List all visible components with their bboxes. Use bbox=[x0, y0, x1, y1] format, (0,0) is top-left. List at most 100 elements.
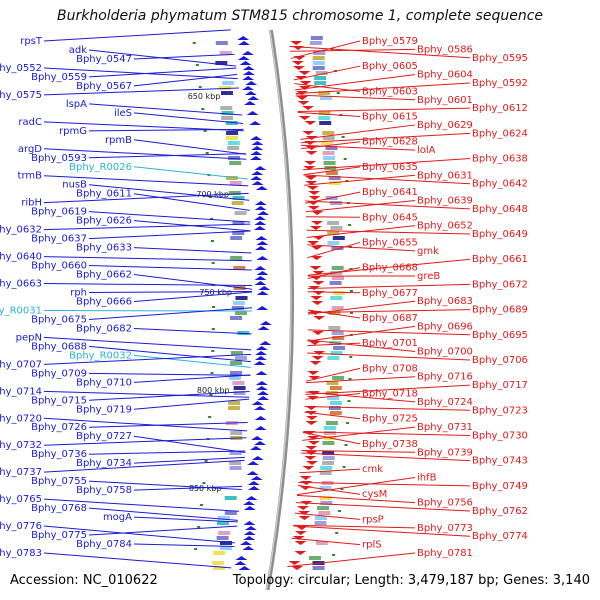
gene-label: Bphy_0689 bbox=[472, 305, 528, 316]
reverse-gene-arrow bbox=[298, 511, 311, 515]
gene-label: Bphy_0695 bbox=[472, 330, 528, 341]
gene-label: Bphy_0683 bbox=[417, 296, 473, 307]
gene-label: Bphy_0629 bbox=[417, 120, 473, 131]
label-connector-line bbox=[307, 241, 361, 259]
gene-label: rplS bbox=[362, 540, 382, 551]
gene-label: Bphy_0720 bbox=[0, 413, 42, 424]
cog-category-box bbox=[328, 176, 341, 180]
cog-category-box bbox=[216, 521, 229, 525]
reverse-gene-arrow bbox=[297, 101, 310, 105]
cog-category-box bbox=[327, 241, 340, 245]
cog-category-box bbox=[229, 451, 242, 455]
label-connector-line bbox=[43, 67, 238, 80]
cog-category-box bbox=[218, 531, 231, 535]
chromosome-backbone bbox=[265, 29, 294, 591]
reverse-gene-arrow bbox=[302, 106, 315, 110]
scale-tick-dot bbox=[335, 532, 339, 534]
label-connector-line bbox=[305, 199, 416, 213]
cog-category-box bbox=[231, 201, 244, 205]
scale-tick-dot bbox=[209, 394, 213, 396]
cog-category-box bbox=[332, 291, 345, 295]
reverse-gene-arrow bbox=[312, 281, 325, 285]
cog-category-box bbox=[322, 131, 335, 135]
forward-gene-arrow bbox=[254, 221, 267, 225]
cog-category-box bbox=[230, 361, 243, 365]
forward-gene-arrow bbox=[246, 471, 259, 475]
label-connector-line bbox=[133, 327, 252, 335]
forward-gene-arrow bbox=[243, 506, 256, 510]
label-connector-line bbox=[43, 309, 252, 312]
label-connector-line bbox=[88, 103, 243, 116]
cog-category-box bbox=[330, 201, 343, 205]
label-connector-line bbox=[302, 426, 416, 441]
gene-label: Bphy_0552 bbox=[0, 63, 42, 74]
gene-label: Bphy_0737 bbox=[0, 467, 42, 478]
gene-label: Bphy_R0032 bbox=[69, 350, 132, 361]
reverse-gene-arrow bbox=[307, 371, 320, 375]
scale-tick-dot bbox=[210, 372, 214, 374]
label-connector-line bbox=[298, 481, 471, 487]
cog-category-box bbox=[224, 496, 237, 500]
reverse-gene-arrow bbox=[304, 456, 317, 460]
scale-tick-dot bbox=[346, 422, 350, 424]
label-connector-line bbox=[133, 139, 246, 155]
forward-gene-arrow bbox=[257, 211, 270, 215]
label-connector-line bbox=[43, 417, 248, 432]
gene-label: Bphy_0628 bbox=[362, 137, 418, 148]
label-connector-line bbox=[303, 174, 471, 185]
label-connector-line bbox=[301, 452, 471, 462]
cog-category-box bbox=[228, 401, 241, 405]
forward-gene-arrow bbox=[259, 341, 272, 345]
cog-category-box bbox=[322, 136, 335, 140]
gene-label: Bphy_0719 bbox=[76, 404, 132, 415]
scale-tick-dot bbox=[211, 350, 215, 352]
forward-gene-arrow bbox=[254, 246, 267, 250]
label-connector-line bbox=[304, 174, 416, 186]
forward-gene-arrow bbox=[251, 401, 264, 405]
label-connector-line bbox=[306, 376, 416, 384]
gene-label: rpsP bbox=[362, 514, 384, 525]
label-connector-line bbox=[302, 431, 361, 445]
cog-category-box bbox=[320, 466, 333, 470]
reverse-gene-arrow bbox=[311, 211, 324, 215]
reverse-gene-arrow bbox=[304, 161, 317, 165]
reverse-gene-arrow bbox=[310, 296, 323, 300]
label-connector-line bbox=[307, 339, 416, 353]
reverse-gene-arrow bbox=[305, 181, 318, 185]
cog-category-box bbox=[327, 356, 340, 360]
gene-label: Bphy_0641 bbox=[362, 187, 418, 198]
gene-label: Bphy_0687 bbox=[362, 313, 418, 324]
forward-gene-arrow bbox=[257, 396, 270, 400]
cog-category-box bbox=[329, 411, 342, 415]
reverse-gene-arrow bbox=[304, 121, 317, 125]
gene-label: Bphy_0637 bbox=[31, 234, 87, 245]
cog-category-box bbox=[330, 226, 343, 230]
gene-label: Bphy_0725 bbox=[362, 414, 418, 425]
cog-category-box bbox=[228, 191, 241, 195]
forward-gene-arrow bbox=[251, 181, 264, 185]
label-connector-line bbox=[306, 229, 471, 235]
forward-gene-arrow bbox=[255, 236, 268, 240]
label-connector-line bbox=[43, 437, 247, 446]
gene-label: Bphy_0700 bbox=[417, 347, 473, 358]
gene-label: Bphy_0732 bbox=[0, 440, 42, 451]
cog-category-box bbox=[331, 266, 344, 270]
label-connector-line bbox=[43, 29, 231, 42]
scale-tick-dot bbox=[340, 488, 344, 490]
forward-gene-arrow bbox=[251, 456, 264, 460]
gene-label: Bphy_0724 bbox=[417, 397, 473, 408]
cog-category-box bbox=[218, 86, 231, 90]
cog-category-box bbox=[322, 456, 335, 460]
scale-label: 650 kbp bbox=[188, 92, 221, 101]
gene-label: Bphy_0718 bbox=[362, 389, 418, 400]
cog-category-box bbox=[211, 561, 224, 565]
forward-gene-arrow bbox=[242, 71, 255, 75]
forward-gene-arrow bbox=[243, 536, 256, 540]
gene-label: Bphy_0784 bbox=[76, 539, 132, 550]
gene-label: Bphy_0762 bbox=[472, 506, 528, 517]
cog-category-box bbox=[224, 511, 237, 515]
forward-gene-arrow bbox=[239, 61, 252, 65]
reverse-gene-arrow bbox=[294, 531, 307, 535]
gene-label: Bphy_0717 bbox=[472, 380, 528, 391]
gene-label: Bphy_0710 bbox=[76, 377, 132, 388]
